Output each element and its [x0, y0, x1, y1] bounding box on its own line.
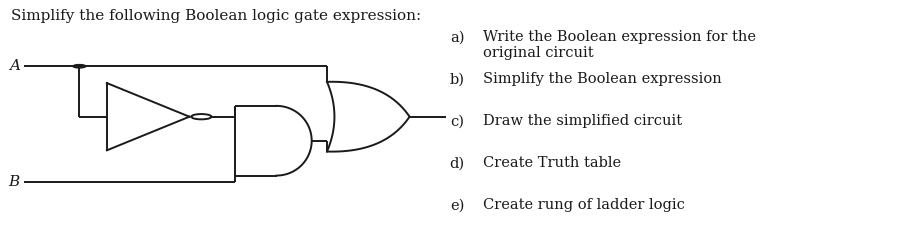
Text: d): d) [449, 156, 464, 170]
Text: e): e) [449, 198, 464, 212]
Text: Write the Boolean expression for the
original circuit: Write the Boolean expression for the ori… [482, 30, 755, 61]
Text: Simplify the Boolean expression: Simplify the Boolean expression [482, 72, 720, 86]
Text: B: B [8, 174, 19, 189]
Circle shape [191, 114, 211, 119]
Text: A: A [8, 59, 19, 73]
Text: Simplify the following Boolean logic gate expression:: Simplify the following Boolean logic gat… [10, 9, 420, 23]
Text: c): c) [450, 114, 464, 128]
Text: Draw the simplified circuit: Draw the simplified circuit [482, 114, 681, 128]
Text: Create rung of ladder logic: Create rung of ladder logic [482, 198, 684, 212]
Text: a): a) [449, 30, 464, 44]
Text: b): b) [449, 72, 464, 86]
Text: Create Truth table: Create Truth table [482, 156, 620, 170]
Circle shape [73, 65, 85, 68]
